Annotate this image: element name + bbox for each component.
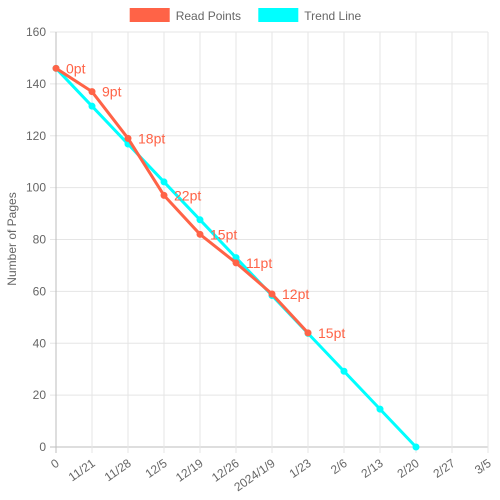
data-label: 22pt bbox=[174, 187, 201, 203]
data-point[interactable] bbox=[304, 329, 312, 337]
y-axis-title: Number of Pages bbox=[5, 192, 19, 285]
data-point[interactable] bbox=[88, 102, 96, 110]
read-points-series: 0pt 9pt 18pt 22pt 15pt 11pt 12pt 15pt bbox=[52, 60, 345, 341]
y-tick-label: 100 bbox=[26, 181, 46, 195]
data-label: 9pt bbox=[102, 84, 122, 100]
x-tick-label: 0 bbox=[48, 456, 62, 471]
x-tick-label: 3/5 bbox=[472, 456, 494, 477]
x-tick-label: 2/20 bbox=[395, 456, 422, 481]
legend-item[interactable]: Read Points bbox=[129, 8, 241, 23]
legend[interactable]: Read Points Trend Line bbox=[129, 8, 362, 23]
data-point[interactable] bbox=[124, 134, 132, 142]
legend-swatch bbox=[258, 8, 299, 22]
data-point[interactable] bbox=[52, 64, 60, 72]
x-tick-label: 1/23 bbox=[287, 456, 314, 481]
data-point[interactable] bbox=[160, 191, 168, 199]
x-tick-label: 2/27 bbox=[431, 456, 458, 481]
y-axis-ticks: 0 20 40 60 80 100 120 140 160 bbox=[26, 25, 46, 454]
data-point[interactable] bbox=[412, 443, 420, 451]
x-tick-label: 11/28 bbox=[102, 456, 134, 484]
data-point[interactable] bbox=[376, 405, 384, 413]
data-label: 12pt bbox=[282, 286, 309, 302]
grid-lines bbox=[50, 31, 489, 453]
x-tick-label: 12/5 bbox=[143, 456, 170, 481]
x-tick-label: 11/21 bbox=[66, 456, 98, 484]
y-tick-label: 160 bbox=[26, 25, 46, 39]
data-point[interactable] bbox=[196, 216, 204, 224]
y-tick-label: 80 bbox=[33, 233, 47, 247]
data-point[interactable] bbox=[232, 259, 240, 267]
data-point[interactable] bbox=[232, 254, 240, 262]
y-tick-label: 140 bbox=[26, 77, 46, 91]
legend-label: Trend Line bbox=[304, 9, 361, 23]
x-tick-label: 12/19 bbox=[173, 456, 206, 485]
data-label: 15pt bbox=[210, 226, 237, 242]
y-tick-label: 40 bbox=[33, 336, 47, 350]
data-label: 0pt bbox=[66, 60, 86, 76]
series-layer: 0pt 9pt 18pt 22pt 15pt 11pt 12pt 15pt bbox=[52, 60, 420, 451]
data-label: 11pt bbox=[246, 255, 272, 271]
data-label: 18pt bbox=[138, 130, 165, 146]
legend-item[interactable]: Trend Line bbox=[258, 8, 362, 23]
x-tick-label: 2/6 bbox=[328, 456, 350, 477]
legend-swatch bbox=[129, 8, 170, 22]
data-point[interactable] bbox=[196, 230, 204, 238]
y-tick-label: 20 bbox=[33, 388, 47, 402]
y-tick-label: 60 bbox=[33, 284, 47, 298]
y-tick-label: 0 bbox=[39, 440, 46, 454]
legend-label: Read Points bbox=[176, 9, 241, 23]
data-point[interactable] bbox=[160, 178, 168, 186]
series-line bbox=[55, 67, 310, 334]
data-point[interactable] bbox=[268, 290, 276, 298]
data-point[interactable] bbox=[88, 88, 96, 96]
x-tick-label: 2/13 bbox=[359, 456, 386, 481]
x-tick-label: 2024/1/9 bbox=[231, 456, 278, 494]
data-label: 15pt bbox=[318, 325, 345, 341]
y-tick-label: 120 bbox=[26, 129, 46, 143]
data-point[interactable] bbox=[340, 367, 348, 375]
